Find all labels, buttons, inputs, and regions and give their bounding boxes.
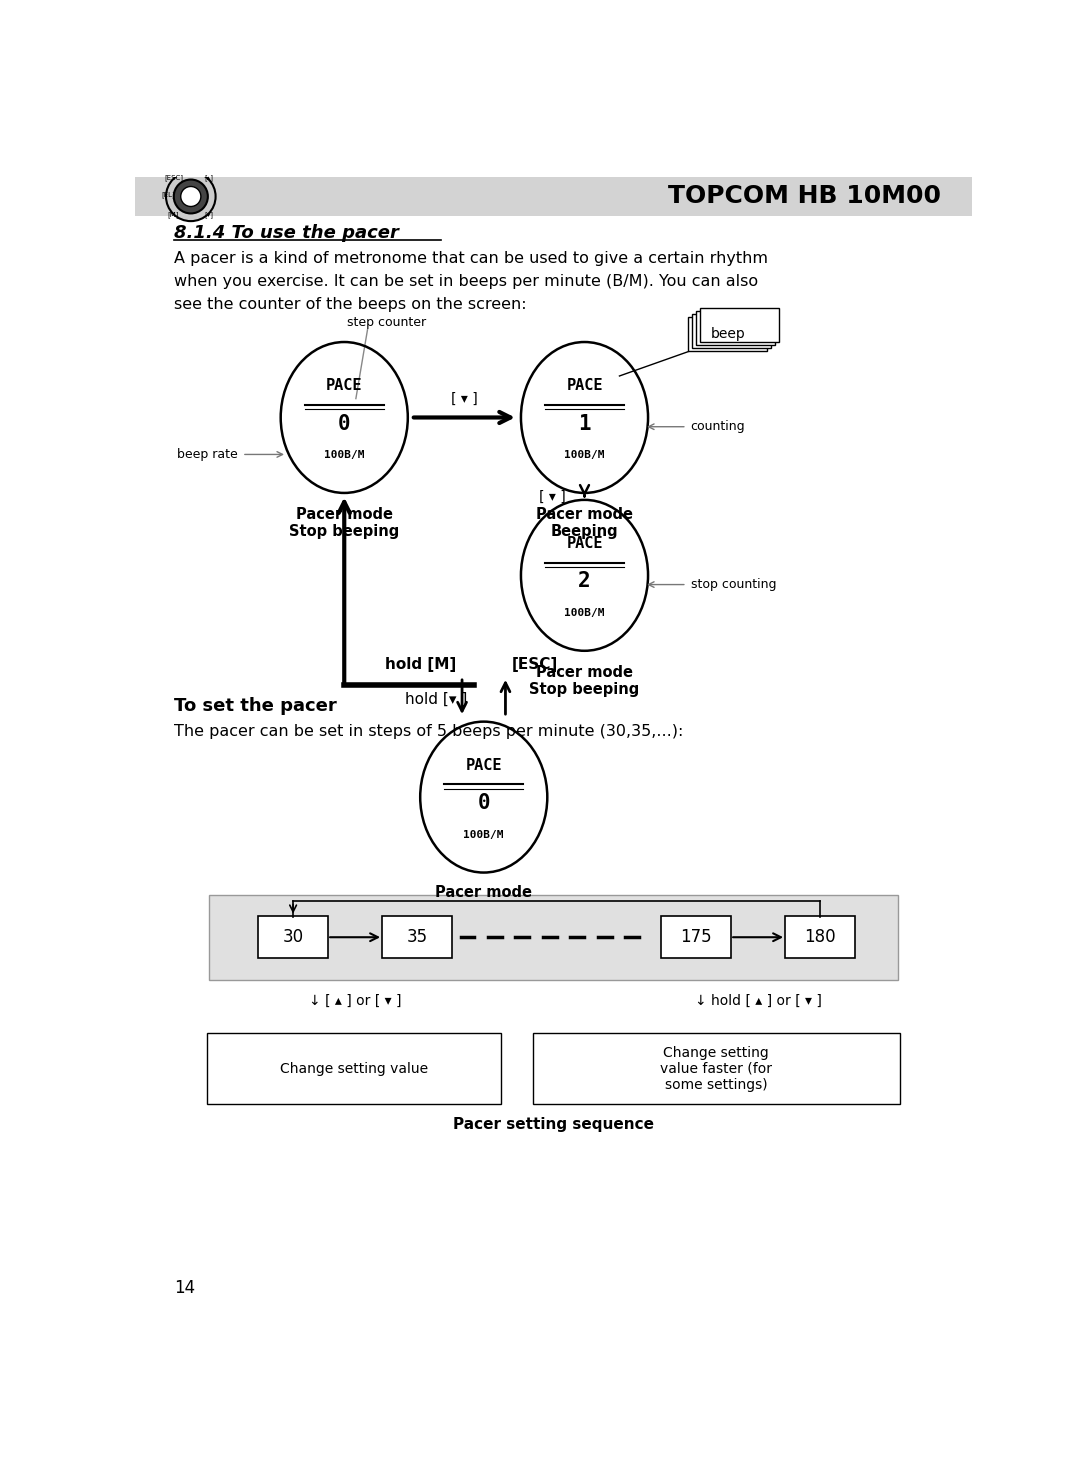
Text: 14: 14 <box>174 1279 194 1297</box>
Text: 2: 2 <box>578 572 591 591</box>
FancyBboxPatch shape <box>135 177 972 216</box>
FancyBboxPatch shape <box>208 895 899 979</box>
FancyBboxPatch shape <box>692 315 771 349</box>
Text: [M]: [M] <box>167 211 179 219</box>
Text: A pacer is a kind of metronome that can be used to give a certain rhythm: A pacer is a kind of metronome that can … <box>174 251 768 266</box>
Text: Pacer mode
Stop beeping: Pacer mode Stop beeping <box>529 665 639 697</box>
Text: beep: beep <box>711 328 745 341</box>
Text: [▾]: [▾] <box>205 211 214 219</box>
Text: ↓ [ ▴ ] or [ ▾ ]: ↓ [ ▴ ] or [ ▾ ] <box>309 994 402 1009</box>
Text: step counter: step counter <box>348 316 427 329</box>
Text: 1: 1 <box>578 414 591 434</box>
Text: PACE: PACE <box>566 536 603 551</box>
FancyBboxPatch shape <box>785 916 855 959</box>
Text: To set the pacer: To set the pacer <box>174 697 337 715</box>
Text: 8.1.4 To use the pacer: 8.1.4 To use the pacer <box>174 223 399 242</box>
Text: hold [▾ ]: hold [▾ ] <box>405 691 467 707</box>
Text: 35: 35 <box>406 928 428 947</box>
Text: [ ▾ ]: [ ▾ ] <box>451 391 477 406</box>
Text: [ ▾ ]: [ ▾ ] <box>539 489 565 504</box>
Text: 100B/M: 100B/M <box>564 450 605 461</box>
Text: [ESC]: [ESC] <box>512 657 558 672</box>
Text: Pacer mode: Pacer mode <box>435 885 532 899</box>
FancyBboxPatch shape <box>532 1034 900 1105</box>
Text: Pacer mode
Beeping: Pacer mode Beeping <box>536 507 633 539</box>
Text: 30: 30 <box>283 928 303 947</box>
FancyBboxPatch shape <box>697 312 775 346</box>
Circle shape <box>174 180 207 214</box>
Text: 100B/M: 100B/M <box>324 450 365 461</box>
Text: see the counter of the beeps on the screen:: see the counter of the beeps on the scre… <box>174 297 526 312</box>
Text: 0: 0 <box>338 414 351 434</box>
Text: beep rate: beep rate <box>177 448 238 461</box>
FancyBboxPatch shape <box>661 916 731 959</box>
Text: Change setting value: Change setting value <box>280 1062 428 1075</box>
FancyBboxPatch shape <box>688 318 768 352</box>
Text: The pacer can be set in steps of 5 beeps per minute (30,35,...):: The pacer can be set in steps of 5 beeps… <box>174 724 684 738</box>
Text: Change setting
value faster (for
some settings): Change setting value faster (for some se… <box>660 1046 772 1092</box>
Text: 100B/M: 100B/M <box>463 830 504 840</box>
Text: [▴]: [▴] <box>205 174 214 180</box>
Text: ↓ hold [ ▴ ] or [ ▾ ]: ↓ hold [ ▴ ] or [ ▾ ] <box>694 994 822 1009</box>
Text: 0: 0 <box>477 793 490 814</box>
Circle shape <box>180 186 201 207</box>
Text: Pacer mode
Stop beeping: Pacer mode Stop beeping <box>289 507 400 539</box>
Text: Pacer setting sequence: Pacer setting sequence <box>453 1117 654 1131</box>
Text: TOPCOM HB 10M00: TOPCOM HB 10M00 <box>669 185 941 208</box>
Text: 100B/M: 100B/M <box>564 609 605 617</box>
FancyBboxPatch shape <box>258 916 328 959</box>
Text: PACE: PACE <box>326 378 363 393</box>
Text: 175: 175 <box>680 928 712 947</box>
Text: PACE: PACE <box>566 378 603 393</box>
FancyBboxPatch shape <box>207 1034 501 1105</box>
FancyBboxPatch shape <box>382 916 451 959</box>
Text: stop counting: stop counting <box>691 578 777 591</box>
Text: [ESC]: [ESC] <box>164 174 184 180</box>
Text: [EL]: [EL] <box>161 192 175 198</box>
Text: counting: counting <box>691 421 745 433</box>
Text: 180: 180 <box>805 928 836 947</box>
Text: PACE: PACE <box>465 758 502 772</box>
FancyBboxPatch shape <box>700 309 779 343</box>
Text: hold [M]: hold [M] <box>384 657 456 672</box>
Circle shape <box>166 171 216 222</box>
Text: when you exercise. It can be set in beeps per minute (B/M). You can also: when you exercise. It can be set in beep… <box>174 273 758 288</box>
